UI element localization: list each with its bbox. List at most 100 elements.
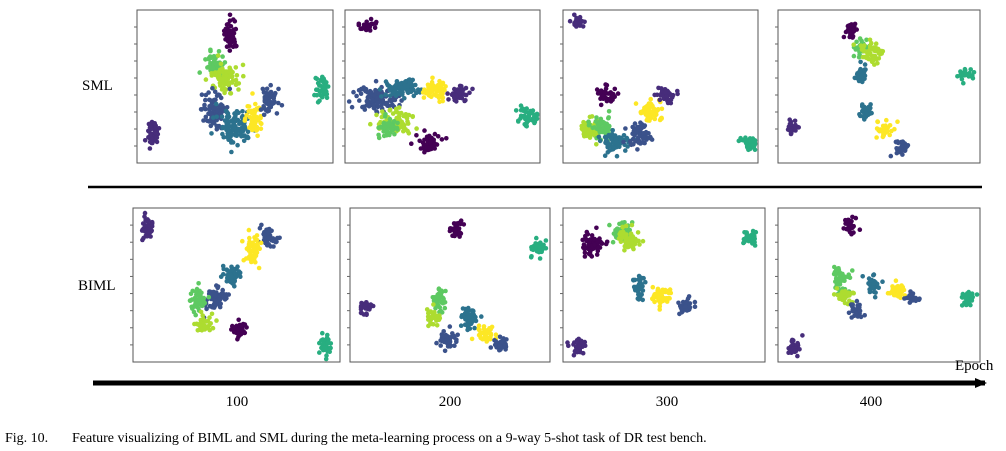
point bbox=[454, 339, 459, 345]
point bbox=[354, 93, 359, 99]
point bbox=[152, 130, 158, 136]
point bbox=[623, 148, 628, 153]
point bbox=[224, 279, 230, 284]
point bbox=[216, 69, 222, 75]
point bbox=[191, 309, 197, 315]
point bbox=[579, 338, 584, 344]
point bbox=[597, 138, 603, 144]
point bbox=[750, 228, 756, 234]
point bbox=[521, 108, 526, 113]
point bbox=[686, 304, 692, 310]
point bbox=[409, 141, 414, 146]
point bbox=[214, 318, 219, 323]
point bbox=[206, 107, 212, 112]
point bbox=[226, 28, 231, 33]
point bbox=[220, 103, 225, 108]
point bbox=[459, 313, 465, 318]
point bbox=[276, 86, 281, 92]
point bbox=[229, 149, 234, 155]
point bbox=[146, 218, 151, 224]
point bbox=[394, 125, 400, 131]
point bbox=[676, 300, 681, 306]
point bbox=[385, 132, 391, 137]
point bbox=[639, 292, 644, 297]
point bbox=[639, 281, 644, 287]
point bbox=[245, 129, 251, 135]
point bbox=[220, 263, 226, 269]
point bbox=[580, 350, 586, 356]
point bbox=[682, 304, 688, 310]
point bbox=[851, 53, 857, 59]
point bbox=[593, 119, 599, 124]
point bbox=[192, 304, 198, 309]
point bbox=[532, 120, 537, 126]
point bbox=[850, 33, 856, 39]
point bbox=[206, 56, 212, 61]
point bbox=[424, 307, 430, 312]
scatter-panel bbox=[560, 207, 766, 363]
point bbox=[899, 146, 904, 152]
point bbox=[612, 86, 618, 92]
point bbox=[198, 309, 204, 315]
point bbox=[240, 128, 246, 134]
point bbox=[463, 98, 468, 103]
point bbox=[357, 98, 362, 103]
point bbox=[887, 132, 892, 138]
point bbox=[244, 112, 249, 118]
point bbox=[434, 299, 440, 305]
point bbox=[592, 236, 597, 242]
point bbox=[439, 310, 445, 315]
point bbox=[895, 284, 900, 289]
point bbox=[144, 234, 150, 239]
point bbox=[456, 89, 461, 95]
point bbox=[435, 134, 441, 139]
point bbox=[493, 339, 499, 344]
epoch-tick: 100 bbox=[226, 394, 249, 410]
point bbox=[862, 313, 867, 318]
point bbox=[228, 24, 234, 29]
point bbox=[446, 97, 451, 102]
point bbox=[635, 296, 641, 301]
point bbox=[277, 235, 282, 241]
point bbox=[203, 97, 208, 103]
point bbox=[246, 104, 252, 109]
point bbox=[356, 88, 362, 93]
point bbox=[788, 122, 794, 127]
caption-text: Feature visualizing of BIML and SML duri… bbox=[72, 431, 707, 446]
point bbox=[530, 247, 536, 253]
point bbox=[237, 270, 243, 276]
point bbox=[208, 60, 213, 66]
point bbox=[648, 134, 653, 140]
point bbox=[208, 123, 214, 129]
point bbox=[787, 128, 793, 133]
point bbox=[853, 215, 859, 221]
point bbox=[227, 86, 233, 92]
point bbox=[857, 308, 863, 314]
point bbox=[324, 95, 330, 101]
point bbox=[752, 243, 758, 248]
point bbox=[589, 114, 595, 119]
point bbox=[679, 306, 684, 312]
point bbox=[597, 130, 603, 135]
point bbox=[792, 126, 798, 132]
point bbox=[602, 153, 608, 158]
point bbox=[463, 310, 469, 316]
point bbox=[431, 83, 437, 88]
point bbox=[199, 290, 204, 296]
point bbox=[249, 123, 255, 129]
point bbox=[530, 108, 536, 113]
point bbox=[220, 131, 225, 137]
point bbox=[893, 278, 899, 284]
point bbox=[268, 90, 273, 95]
point bbox=[650, 284, 656, 290]
point bbox=[846, 310, 852, 316]
point bbox=[314, 76, 320, 82]
point bbox=[595, 245, 600, 250]
point bbox=[241, 73, 246, 79]
point bbox=[410, 77, 416, 83]
point bbox=[620, 224, 625, 230]
point bbox=[202, 102, 207, 108]
point bbox=[401, 128, 406, 134]
point bbox=[893, 292, 898, 298]
